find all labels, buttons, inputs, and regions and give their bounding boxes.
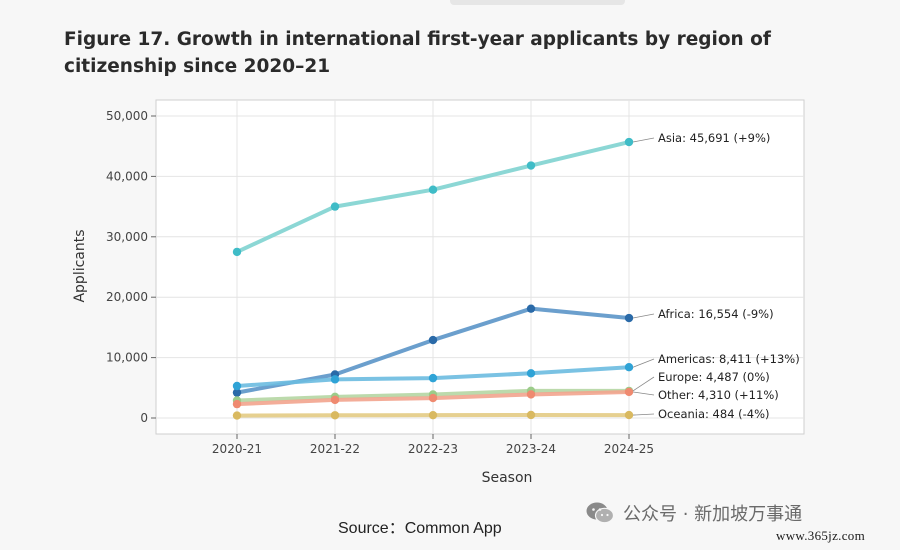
x-tick-label: 2023-24 [506, 442, 556, 456]
leader-line-asia [632, 137, 655, 143]
data-point-asia [232, 247, 242, 257]
x-tick-label: 2021-22 [310, 442, 360, 456]
data-point-oceania [624, 410, 634, 420]
data-point-africa [526, 304, 536, 313]
series-label-asia: Asia: 45,691 (+9%) [658, 131, 770, 145]
y-tick-label: 30,000 [106, 230, 148, 244]
data-point-other [330, 395, 340, 405]
data-point-asia [624, 137, 634, 147]
source-note: Source：Common App [338, 520, 502, 537]
data-point-oceania [330, 411, 340, 420]
x-axis-label: Season [482, 470, 533, 486]
data-point-americas [232, 381, 242, 391]
y-axis: 0 10,000 20,000 30,000 40,000 50,000 [106, 109, 156, 425]
series-label-americas: Americas: 8,411 (+13%) [658, 352, 800, 366]
series-label-oceania: Oceania: 484 (-4%) [658, 407, 770, 421]
y-tick-label: 50,000 [106, 109, 148, 123]
x-axis: 2020-21 2021-22 2022-23 2023-24 2024-25 [212, 434, 654, 456]
series-labels: Asia: 45,691 (+9%) Africa: 16,554 (-9%) Am… [632, 131, 800, 421]
x-tick-label: 2022-23 [408, 442, 458, 456]
y-tick-label: 20,000 [106, 290, 148, 304]
leader-line-africa [632, 313, 655, 319]
y-tick-label: 0 [140, 411, 148, 425]
data-point-asia [526, 161, 536, 170]
data-point-americas [428, 373, 438, 383]
data-point-oceania [526, 410, 536, 420]
series-label-africa: Africa: 16,554 (-9%) [658, 307, 774, 321]
y-axis-label: Applicants [72, 229, 88, 302]
data-point-africa [232, 388, 242, 397]
data-point-other [232, 399, 242, 409]
y-tick-label: 10,000 [106, 351, 148, 365]
plot-area [155, 99, 805, 435]
leader-line-europe [632, 376, 655, 392]
x-tick-label: 2020-21 [212, 442, 262, 456]
data-point-other [428, 393, 438, 403]
wechat-icon [586, 502, 615, 524]
y-tick-label: 40,000 [106, 169, 148, 183]
x-tick-label: 2024-25 [604, 442, 654, 456]
leader-line-other [632, 391, 655, 396]
data-point-asia [330, 202, 340, 211]
series-label-europe: Europe: 4,487 (0%) [658, 370, 770, 384]
chart-title: Figure 17. Growth in international first… [64, 29, 771, 77]
data-point-oceania [232, 411, 242, 420]
data-point-other [624, 387, 634, 397]
data-point-americas [330, 375, 340, 384]
leader-line-americas [632, 358, 655, 368]
data-point-africa [428, 335, 438, 345]
series-label-other: Other: 4,310 (+11%) [658, 388, 779, 402]
data-point-asia [428, 185, 438, 194]
data-point-africa [624, 313, 634, 323]
leader-line-oceania [632, 413, 655, 416]
data-point-americas [526, 369, 536, 378]
data-point-americas [624, 362, 634, 372]
series-group [232, 137, 634, 420]
watermark: 公众号 · 新加坡万事通 [585, 500, 802, 526]
top-strip [450, 0, 625, 5]
data-point-oceania [428, 410, 438, 420]
watermark-text: 公众号 · 新加坡万事通 [623, 504, 803, 525]
watermark-url: www.365jz.com [776, 528, 865, 543]
data-point-other [526, 390, 536, 399]
